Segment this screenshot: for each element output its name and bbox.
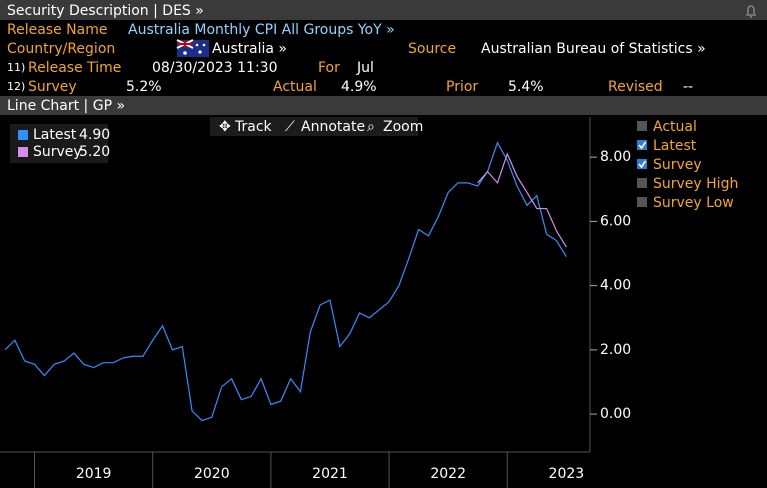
field-label[interactable]: Survey [28, 79, 77, 95]
field-value: -- [683, 79, 693, 95]
y-tick-label: 6.00 [600, 213, 631, 229]
toolbar-button[interactable]: Zoom [383, 119, 423, 135]
x-tick-label: 2023 [549, 466, 585, 482]
field-label: Release Name [7, 22, 107, 38]
country-link[interactable]: Australia » [212, 41, 287, 57]
checkbox[interactable] [637, 178, 647, 188]
source-link[interactable]: Australian Bureau of Statistics » [481, 41, 706, 57]
series-line [4, 141, 567, 422]
chart-header[interactable]: Line Chart | GP » [7, 98, 125, 114]
field-value: 5.2% [126, 79, 162, 95]
x-tick-label: 2021 [312, 466, 348, 482]
legend-label: Latest [33, 127, 77, 143]
title-bar [0, 0, 767, 20]
y-tick-label: 2.00 [600, 342, 631, 358]
x-tick-label: 2019 [76, 466, 112, 482]
field-label[interactable]: Release Time [28, 60, 121, 76]
checkmark [638, 141, 647, 150]
x-tick-label: 2020 [194, 466, 230, 482]
y-tick-label: 4.00 [600, 278, 631, 294]
y-tick-label: 0.00 [600, 406, 631, 422]
menu-number: 12) [7, 80, 25, 93]
chart-header-bar [0, 96, 767, 115]
field-label: Actual [273, 79, 317, 95]
field-label: Country/Region [7, 41, 115, 57]
legend-value: 4.90 [79, 127, 110, 143]
legend-value: 5.20 [79, 144, 110, 160]
release-link[interactable]: Australia Monthly CPI All Groups YoY » [128, 22, 395, 38]
checkbox[interactable] [637, 197, 647, 207]
checkmark [638, 160, 647, 169]
x-tick-label: 2022 [430, 466, 466, 482]
field-label: Source [408, 41, 456, 57]
checkbox[interactable] [637, 159, 647, 169]
field-value: Jul [356, 60, 374, 76]
field-label: Revised [608, 79, 663, 95]
toolbar-button[interactable]: Track [234, 119, 273, 135]
toolbar-button[interactable]: Annotate [301, 119, 365, 135]
legend-toggle-label[interactable]: Survey [653, 157, 702, 173]
toolbar-icon: ⌕ [367, 119, 375, 135]
window-title: Security Description | DES » [7, 3, 204, 19]
legend-toggle-label[interactable]: Latest [653, 138, 697, 154]
toolbar-icon: ✥ [219, 119, 231, 135]
checkbox[interactable] [637, 121, 647, 131]
legend-toggle-label[interactable]: Actual [653, 119, 697, 135]
toolbar [210, 117, 418, 136]
alert-icon[interactable] [746, 5, 756, 18]
legend-label: Survey [33, 144, 82, 160]
checkbox[interactable] [637, 140, 647, 150]
field-value: 5.4% [508, 79, 544, 95]
field-label: Prior [446, 79, 478, 95]
field-value: 08/30/2023 11:30 [152, 60, 278, 76]
series-line [477, 152, 567, 248]
toolbar-icon: ⟋ [285, 119, 295, 135]
legend-toggle-label[interactable]: Survey Low [653, 195, 734, 211]
legend-swatch [18, 130, 28, 140]
legend-toggle-label[interactable]: Survey High [653, 176, 738, 192]
flag [176, 39, 209, 57]
legend-swatch [18, 147, 28, 157]
field-label: For [318, 60, 340, 76]
menu-number: 11) [7, 61, 25, 74]
field-value: 4.9% [341, 79, 377, 95]
y-tick-label: 8.00 [600, 149, 631, 165]
